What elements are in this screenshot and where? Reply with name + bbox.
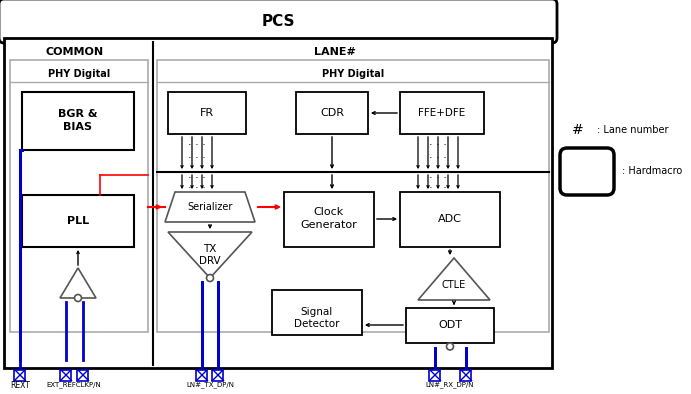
Text: BGR &: BGR & (58, 109, 97, 119)
Text: #: # (572, 123, 584, 137)
Polygon shape (168, 232, 252, 278)
Text: · · ·: · · · (188, 153, 206, 163)
Bar (460, 370, 471, 381)
Text: EXT_REFCLKP/N: EXT_REFCLKP/N (46, 382, 102, 388)
Text: CTLE: CTLE (442, 280, 466, 290)
Text: LN#_RX_DP/N: LN#_RX_DP/N (426, 382, 474, 388)
Polygon shape (165, 192, 255, 222)
Text: Generator: Generator (301, 220, 357, 230)
Text: ODT: ODT (438, 320, 462, 330)
Polygon shape (418, 258, 490, 300)
Text: LANE#: LANE# (314, 47, 356, 57)
Bar (157, 60, 549, 332)
Bar (272, 290, 362, 335)
Bar (15, 370, 26, 381)
Circle shape (75, 294, 82, 301)
Text: PHY Digital: PHY Digital (322, 69, 384, 79)
Text: Serializer: Serializer (187, 202, 233, 212)
Bar (430, 370, 440, 381)
Text: DRV: DRV (199, 256, 221, 266)
Bar (4, 38, 552, 368)
Text: · · ·: · · · (188, 173, 206, 183)
Bar (400, 192, 500, 247)
Bar (406, 308, 494, 343)
Text: · · ·: · · · (188, 183, 206, 193)
Bar (196, 370, 207, 381)
Text: · · ·: · · · (429, 153, 447, 163)
Text: : Hardmacro: : Hardmacro (622, 166, 682, 176)
Text: Signal: Signal (301, 307, 333, 317)
Text: Detector: Detector (294, 319, 340, 329)
Bar (213, 370, 223, 381)
Circle shape (207, 275, 214, 281)
Text: · · ·: · · · (429, 183, 447, 193)
Bar (284, 192, 374, 247)
Text: ADC: ADC (438, 214, 462, 224)
Bar (22, 92, 134, 150)
Text: PLL: PLL (67, 216, 89, 226)
Text: · · ·: · · · (188, 140, 206, 150)
Bar (77, 370, 88, 381)
Text: BIAS: BIAS (64, 122, 93, 132)
Text: Clock: Clock (314, 207, 344, 217)
Text: REXT: REXT (10, 381, 30, 390)
FancyBboxPatch shape (0, 0, 557, 43)
Bar (400, 92, 484, 134)
Circle shape (446, 343, 453, 350)
Text: : Lane number: : Lane number (597, 125, 668, 135)
Text: CDR: CDR (320, 108, 344, 118)
Bar (61, 370, 71, 381)
Text: COMMON: COMMON (46, 47, 104, 57)
Polygon shape (60, 268, 96, 298)
Text: FR: FR (200, 108, 214, 118)
Bar (10, 60, 148, 332)
Text: PCS: PCS (261, 13, 295, 28)
FancyBboxPatch shape (560, 148, 614, 195)
Text: · · ·: · · · (429, 140, 447, 150)
Text: PHY Digital: PHY Digital (48, 69, 110, 79)
Text: FFE+DFE: FFE+DFE (418, 108, 466, 118)
Bar (168, 92, 246, 134)
Bar (22, 195, 134, 247)
Text: · · ·: · · · (429, 173, 447, 183)
Text: TX: TX (203, 244, 217, 254)
Bar (296, 92, 368, 134)
Text: LN#_TX_DP/N: LN#_TX_DP/N (186, 382, 234, 388)
